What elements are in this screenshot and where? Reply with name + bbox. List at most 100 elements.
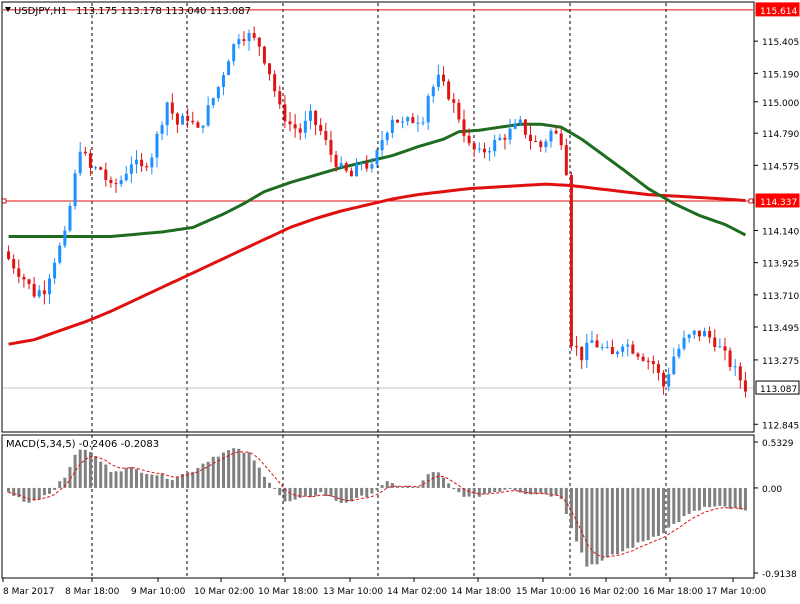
candle-body: [355, 163, 359, 177]
time-tick-label: 16 Mar 02:00: [579, 587, 639, 597]
macd-bar: [385, 481, 389, 488]
macd-bar: [32, 487, 36, 501]
candle-body: [631, 344, 635, 354]
macd-bar: [242, 452, 246, 488]
candle-body: [590, 340, 594, 343]
macd-bar: [160, 473, 164, 488]
candle-body: [252, 33, 256, 38]
candle-body: [308, 110, 312, 121]
macd-bar: [703, 487, 707, 507]
candle-body: [196, 122, 200, 128]
candle-body: [12, 259, 16, 269]
price-tick-label: 115.000: [762, 99, 799, 109]
candle-body: [191, 120, 195, 123]
macd-bar: [262, 476, 266, 488]
macd-bar: [211, 456, 215, 488]
candle-body: [257, 37, 261, 47]
candle-body: [718, 346, 722, 348]
macd-bar: [17, 487, 21, 498]
candle-body: [569, 175, 573, 347]
macd-bar: [718, 487, 722, 506]
candle-body: [247, 33, 251, 42]
macd-bar: [431, 472, 435, 488]
caret-down-icon[interactable]: [5, 7, 11, 12]
macd-bar: [646, 487, 650, 541]
candle-body: [600, 347, 604, 349]
candle-body: [488, 151, 492, 153]
candle-body: [493, 140, 497, 152]
macd-bar: [549, 487, 553, 497]
candle-body: [626, 344, 630, 347]
price-tick-label: 114.790: [762, 130, 799, 140]
macd-bar: [273, 487, 277, 489]
macd-bar: [221, 452, 225, 488]
candle-body: [672, 356, 676, 375]
macd-bar: [610, 487, 614, 555]
candle-body: [508, 128, 512, 140]
macd-bar: [216, 456, 220, 488]
macd-bar: [344, 487, 348, 503]
candle-body: [406, 117, 410, 122]
candle-body: [477, 148, 481, 150]
macd-bar: [723, 487, 727, 507]
candle-body: [334, 154, 338, 167]
candle-body: [457, 102, 461, 120]
macd-bar: [334, 487, 338, 501]
macd-bar: [349, 487, 353, 502]
candle-body: [339, 163, 343, 167]
macd-bar: [708, 487, 712, 508]
candle-body: [723, 346, 727, 351]
macd-bar: [472, 487, 476, 495]
macd-bar: [436, 472, 440, 488]
macd-bar: [201, 463, 205, 488]
macd-bar: [206, 461, 210, 488]
macd-bar: [554, 487, 558, 496]
macd-bar: [743, 487, 747, 511]
candle-body: [442, 74, 446, 82]
macd-bar: [170, 480, 174, 488]
candle-body: [293, 124, 297, 129]
macd-bar: [477, 487, 481, 497]
candle-body: [738, 366, 742, 381]
macd-bar: [27, 487, 31, 503]
price-tick-label: 114.575: [762, 162, 799, 172]
candle-body: [211, 98, 215, 106]
macd-bar: [303, 487, 307, 497]
macd-bar: [355, 487, 359, 498]
macd-bar: [196, 467, 200, 488]
macd-bar: [488, 487, 492, 494]
macd-bar: [145, 473, 149, 488]
candle-body: [365, 162, 369, 169]
candle-body: [53, 262, 57, 279]
macd-bar: [22, 487, 26, 502]
candle-body: [641, 356, 645, 361]
candle-body: [564, 145, 568, 176]
candle-body: [314, 110, 318, 125]
macd-bar: [257, 467, 261, 488]
macd-bar: [288, 487, 292, 502]
candle-body: [237, 39, 241, 45]
candle-body: [692, 330, 696, 335]
macd-bar: [329, 487, 333, 497]
candle-body: [733, 366, 737, 368]
time-tick-label: 10 Mar 02:00: [194, 587, 254, 597]
macd-bar: [109, 471, 113, 488]
time-tick-label: 17 Mar 10:00: [706, 587, 766, 597]
main-pane-frame: [1, 1, 755, 433]
macd-bar: [390, 483, 394, 488]
macd-bar: [738, 487, 742, 510]
price-tick-label: 115.190: [762, 70, 799, 80]
candle-body: [129, 164, 133, 174]
macd-bar: [227, 450, 231, 488]
candle-body: [165, 102, 169, 126]
macd-bar: [155, 475, 159, 488]
macd-bar: [186, 471, 190, 488]
macd-bar: [63, 477, 67, 488]
candle-body: [467, 135, 471, 144]
macd-bar: [605, 487, 609, 558]
level-label-mid: 114.337: [760, 198, 797, 208]
macd-bar: [529, 487, 533, 495]
candle-body: [401, 121, 405, 123]
candle-body: [134, 159, 138, 165]
